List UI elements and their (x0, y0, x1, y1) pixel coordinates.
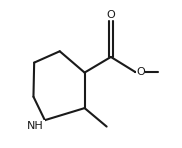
Text: O: O (106, 10, 115, 20)
Text: O: O (136, 67, 145, 77)
Text: NH: NH (27, 121, 44, 131)
